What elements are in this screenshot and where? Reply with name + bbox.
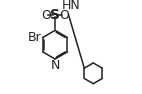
Text: N: N	[50, 59, 60, 72]
Text: S: S	[50, 8, 60, 22]
Text: O: O	[59, 9, 69, 22]
Text: HN: HN	[61, 0, 80, 12]
Text: Br: Br	[27, 31, 41, 44]
Text: O: O	[41, 9, 51, 22]
